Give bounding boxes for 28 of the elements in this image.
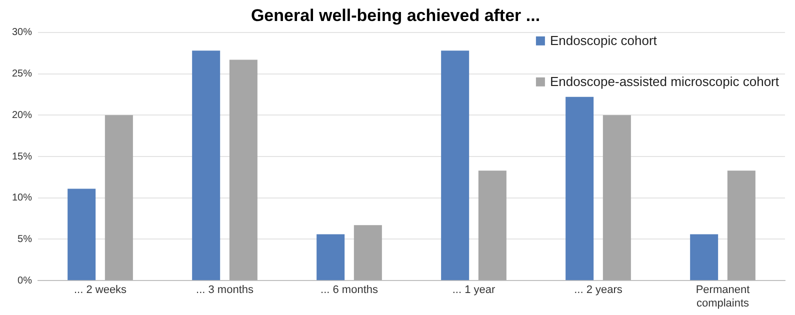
y-tick-label: 30% — [12, 27, 32, 38]
y-tick-label: 20% — [12, 110, 32, 121]
chart-title: General well-being achieved after ... — [250, 6, 540, 25]
bar — [478, 170, 506, 280]
y-tick-label: 25% — [12, 68, 32, 80]
bar — [229, 60, 258, 280]
x-tick-label: ... 1 year — [452, 284, 496, 296]
bar — [104, 115, 133, 280]
bar — [727, 170, 756, 280]
y-tick-label: 10% — [12, 192, 32, 204]
bar — [602, 115, 631, 280]
bar — [354, 225, 382, 280]
x-tick-label: ... 2 years — [574, 284, 623, 296]
y-tick-label: 5% — [18, 234, 32, 245]
x-tick-label: ... 6 months — [320, 284, 378, 296]
legend-label: Endoscope-assisted microscopic cohort — [550, 74, 780, 89]
x-tick-label: Permanent complaints — [696, 284, 750, 310]
bar — [566, 96, 594, 280]
bar — [441, 50, 470, 280]
bar — [192, 50, 220, 280]
x-tick-label: ... 2 weeks — [74, 284, 128, 296]
legend-label: Endoscopic cohort — [550, 32, 658, 48]
bar — [690, 234, 718, 280]
x-tick-label: ... 3 months — [196, 284, 254, 296]
bar — [316, 234, 345, 280]
y-tick-label: 15% — [12, 151, 32, 162]
y-tick-label: 0% — [18, 275, 32, 286]
bar — [68, 188, 96, 280]
